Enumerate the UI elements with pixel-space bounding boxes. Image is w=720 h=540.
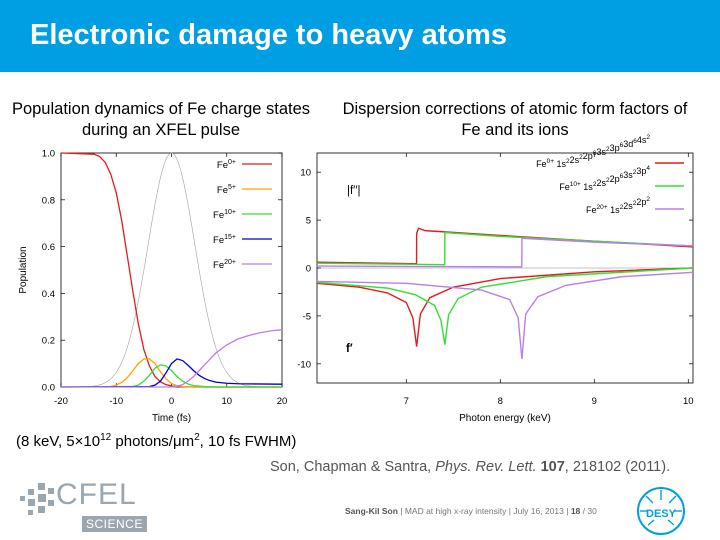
annotation-f-double-prime: |f′′| [347, 185, 360, 197]
legend-label-fe-10: Fe10+ 1s22s22p63s23p4 [559, 165, 650, 192]
x-tick-label: 8 [498, 396, 503, 407]
citation: Son, Chapman & Santra, Phys. Rev. Lett. … [270, 459, 671, 475]
x-tick-label: 0 [169, 396, 174, 407]
x-tick-label: 7 [404, 396, 409, 407]
y-tick-label: 0.2 [42, 336, 55, 347]
left-chart-title: Population dynamics of Fe charge states … [11, 100, 311, 139]
f1-line-fe-20 [316, 271, 694, 360]
y-tick-label: 0.4 [42, 289, 55, 300]
desy-logo-text: DESY [646, 508, 677, 520]
series-line-fe-15 [60, 358, 283, 388]
x-axis-label: Photon energy (keV) [459, 413, 551, 424]
desy-logo: DESY [636, 486, 686, 536]
f2-line-fe-10 [316, 231, 694, 266]
pulse-parameters: (8 keV, 5×1012 photons/μm2, 10 fs FWHM) [16, 432, 297, 450]
x-axis-label: Time (fs) [152, 413, 191, 424]
legend-label-fe-20: Fe20+ 1s22s22p2 [586, 196, 650, 215]
legend-label-fe-0: Fe0+ 1s22s22p63s23p63d64s2 [536, 134, 650, 169]
x-tick-label: -20 [54, 396, 68, 407]
y-tick-label: -10 [297, 359, 311, 370]
legend-label-fe-20: Fe20+ [213, 259, 236, 271]
y-axis-label: Population [18, 246, 29, 293]
y-tick-label: 10 [300, 168, 311, 179]
f2-line-fe-20 [316, 237, 694, 268]
f1-line-fe-10 [316, 267, 694, 345]
y-tick-label: 1.0 [42, 149, 55, 160]
x-tick-label: 9 [592, 396, 597, 407]
right-chart-title: Dispersion corrections of atomic form fa… [342, 100, 688, 139]
title-bar: Electronic damage to heavy atoms [0, 0, 720, 72]
x-tick-label: -10 [109, 396, 123, 407]
x-tick-label: 10 [683, 396, 694, 407]
legend-label-fe-15: Fe15+ [213, 234, 236, 246]
x-tick-label: 10 [221, 396, 232, 407]
annotation-f-prime: f′ [346, 343, 353, 355]
y-tick-label: -5 [303, 311, 311, 322]
pulse-envelope-line [61, 152, 282, 388]
footer: Sang-Kil Son | MAD at high x-ray intensi… [345, 506, 597, 516]
x-tick-label: 20 [277, 396, 288, 407]
series-line-fe-20 [61, 329, 283, 388]
legend-label-fe-5: Fe5+ [217, 184, 236, 196]
y-tick-label: 5 [306, 216, 311, 227]
cfel-logo-subtitle: SCIENCE [82, 516, 147, 532]
series-line-fe-5 [60, 358, 282, 388]
y-tick-label: 0.6 [42, 242, 55, 253]
y-tick-label: 0 [306, 264, 311, 275]
slide-title: Electronic damage to heavy atoms [30, 19, 508, 51]
legend-label-fe-10: Fe10+ [213, 209, 236, 221]
y-tick-label: 0.0 [42, 383, 55, 394]
series-line-fe-10 [60, 364, 282, 388]
cfel-logo-text: CFEL [56, 478, 137, 511]
y-tick-label: 0.8 [42, 195, 55, 206]
legend-label-fe-0: Fe0+ [217, 159, 236, 171]
f1-line-fe-0 [316, 267, 694, 347]
